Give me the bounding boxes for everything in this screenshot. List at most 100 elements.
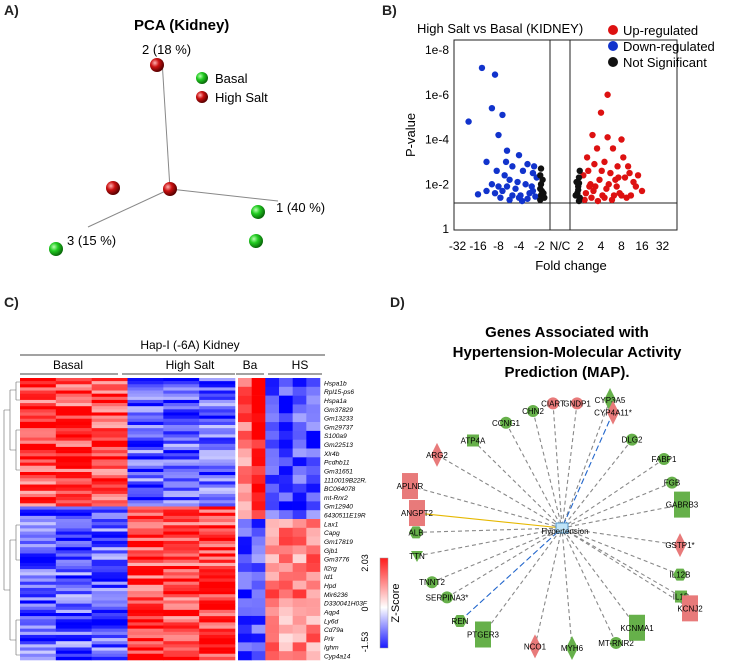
heatmap-cell <box>20 544 57 548</box>
heatmap-small-cell <box>251 598 266 608</box>
heatmap-small-cell <box>265 607 280 617</box>
heatmap-cell <box>55 600 92 604</box>
heatmap-cell <box>127 587 164 592</box>
heatmap-small-cell <box>238 642 252 652</box>
heatmap-cell <box>199 559 236 564</box>
volcano-point <box>509 163 516 170</box>
heatmap-gene-label: Gm22513 <box>324 442 353 449</box>
heatmap-cell <box>199 475 236 479</box>
heatmap-cell <box>199 497 236 501</box>
heatmap-cell <box>127 425 164 429</box>
volcano-point <box>539 176 546 183</box>
volcano-point <box>589 131 596 139</box>
heatmap-gene-label: S100a9 <box>324 433 347 440</box>
heatmap-cell <box>163 493 200 498</box>
heatmap-cell <box>163 531 200 535</box>
heatmap-small-cell <box>279 457 293 467</box>
heatmap-cell <box>20 393 57 398</box>
heatmap-cell <box>55 628 92 633</box>
heatmap-cell <box>20 462 57 467</box>
heatmap-cell <box>199 390 236 394</box>
node-aplnr-label: APLNR <box>397 482 424 491</box>
heatmap-cell <box>20 415 57 420</box>
heatmap-small-cell <box>265 466 280 476</box>
heatmap-cell <box>199 456 236 460</box>
heatmap-small-cell <box>279 624 293 634</box>
volcano-point <box>483 158 490 166</box>
heatmap-cell <box>199 431 236 435</box>
heatmap-small-cell <box>279 580 293 590</box>
heatmap-cell <box>20 603 57 608</box>
heatmap-cell <box>163 650 200 655</box>
heatmap-cell <box>163 566 200 570</box>
heatmap-cell <box>199 487 236 492</box>
heatmap-cell <box>199 396 236 401</box>
heatmap-small-cell <box>292 448 307 458</box>
heatmap-cell <box>55 506 92 510</box>
heatmap-cell <box>91 572 128 576</box>
heatmap-small-cell <box>251 633 266 643</box>
heatmap-cell <box>199 591 236 595</box>
node-gstp1-label: GSTP1* <box>665 541 694 550</box>
heatmap-cell <box>91 425 128 429</box>
heatmap-cell <box>20 446 57 451</box>
heatmap-cell <box>20 597 57 601</box>
heatmap-cell <box>20 616 57 620</box>
heatmap-cell <box>20 478 57 482</box>
volcano-point <box>512 185 519 192</box>
heatmap-small-cell <box>292 580 307 590</box>
volcano-point <box>604 134 611 141</box>
heatmap-cell <box>127 562 164 567</box>
pca-axis-pc2 <box>161 59 171 190</box>
heatmap-cell <box>55 609 92 614</box>
heatmap-cell <box>91 453 128 457</box>
heatmap-small-cell <box>292 501 307 511</box>
heatmap-cell <box>55 450 92 454</box>
heatmap-small-cell <box>306 510 321 520</box>
heatmap-cell <box>127 453 164 457</box>
heatmap-cell <box>91 503 128 507</box>
heatmap-cell <box>199 569 236 573</box>
volcano-legend-down-marker <box>608 41 618 51</box>
heatmap-cell <box>199 562 236 567</box>
heatmap-cell <box>163 528 200 532</box>
node-fabp1-shape <box>658 453 670 466</box>
heatmap-small-cell <box>292 386 307 396</box>
heatmap-cell <box>91 418 128 423</box>
heatmap-cell <box>55 478 92 482</box>
heatmap-cell <box>55 512 92 517</box>
heatmap-cell <box>55 566 92 570</box>
heatmap-cell <box>199 534 236 539</box>
volcano-plot-frame <box>453 39 678 231</box>
heatmap-cell <box>163 594 200 598</box>
heatmap-group-highsalt: High Salt <box>166 358 215 372</box>
heatmap-small-cell <box>279 633 293 643</box>
heatmap-cell <box>127 619 164 623</box>
heatmap-cell <box>199 584 236 589</box>
heatmap-small-cell <box>292 395 307 405</box>
heatmap-cell <box>163 540 200 545</box>
heatmap-cell <box>55 384 92 388</box>
volcano-legend-ns-marker <box>608 57 618 67</box>
heatmap-small-cell <box>265 439 280 449</box>
volcano-point <box>588 194 595 201</box>
node-ccng1-shape <box>500 416 512 429</box>
heatmap-cell <box>199 625 236 629</box>
volcano-point <box>515 151 523 159</box>
heatmap-cell <box>91 421 128 426</box>
heatmap-panel: Hap-I (-6A) Kidney Basal High Salt Ba HS… <box>3 338 400 661</box>
heatmap-cell <box>127 641 164 645</box>
heatmap-cell <box>163 418 200 423</box>
heatmap-cell <box>199 425 236 429</box>
heatmap-cell <box>127 550 164 554</box>
node-ptger3-shape <box>475 621 491 648</box>
heatmap-cell <box>20 609 57 614</box>
heatmap-cell <box>199 409 236 413</box>
heatmap-small-cell <box>292 633 307 643</box>
pca-chart: PCA (Kidney) 2 (18 %) 1 (40 %) 3 (15 %) … <box>49 17 325 256</box>
heatmap-cell <box>127 393 164 398</box>
heatmap-cell <box>91 616 128 620</box>
heatmap-small-cell <box>279 378 293 388</box>
heatmap-cell <box>163 578 200 582</box>
heatmap-cell <box>55 641 92 645</box>
